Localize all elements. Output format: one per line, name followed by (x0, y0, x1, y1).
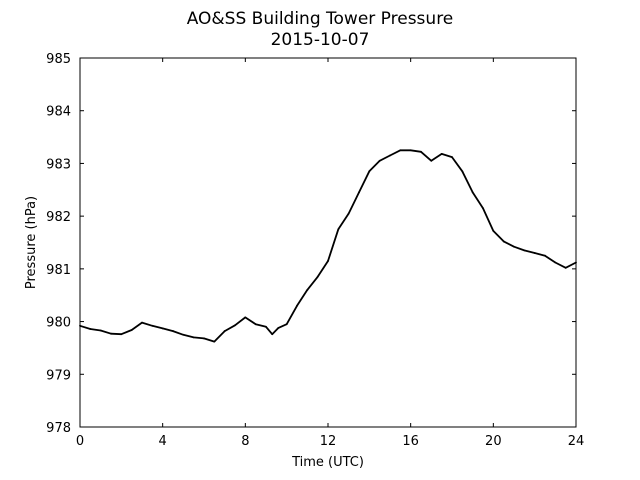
data-point (502, 240, 505, 243)
x-tick-label: 24 (568, 434, 585, 449)
data-point (492, 230, 495, 232)
data-point (368, 170, 371, 173)
pressure-series-line (79, 149, 577, 343)
data-point (451, 156, 453, 159)
data-point (277, 326, 280, 329)
data-point (234, 324, 236, 327)
data-point (347, 212, 350, 215)
data-point (327, 260, 329, 262)
data-point (161, 327, 164, 330)
data-point (471, 191, 474, 194)
data-point (254, 323, 257, 326)
data-point (213, 340, 216, 343)
data-point (358, 191, 360, 194)
y-tick-label: 983 (46, 157, 71, 172)
data-point (409, 149, 412, 152)
y-axis: 978 979 980 981 982 983 984 985 (46, 52, 576, 436)
y-tick-label: 982 (46, 210, 71, 225)
data-point (378, 159, 381, 162)
data-point (296, 304, 298, 307)
data-point (192, 336, 195, 339)
data-point (399, 149, 402, 152)
y-tick-label: 979 (46, 368, 71, 383)
x-axis-label: Time (UTC) (291, 455, 364, 470)
plot-frame (79, 57, 577, 428)
data-point (203, 337, 205, 340)
y-tick-label: 978 (46, 421, 71, 436)
x-tick-label: 20 (485, 434, 502, 449)
data-point (533, 252, 536, 254)
data-point (420, 150, 422, 153)
data-point (172, 330, 174, 332)
series-layer (79, 149, 577, 343)
chart-title: AO&SS Building Tower Pressure (187, 9, 454, 29)
y-axis-label: Pressure (hPa) (24, 196, 39, 289)
data-point (265, 325, 267, 328)
data-point (461, 170, 464, 173)
y-tick-label: 985 (46, 52, 71, 67)
data-point (110, 332, 112, 335)
data-point (130, 329, 133, 331)
x-tick-label: 8 (241, 434, 249, 449)
data-point (89, 328, 92, 330)
data-point (244, 316, 247, 319)
data-point (440, 153, 443, 155)
x-tick-label: 4 (159, 434, 167, 449)
x-tick-label: 0 (76, 434, 84, 449)
data-point (389, 154, 391, 157)
data-point (337, 228, 340, 231)
x-tick-label: 16 (402, 434, 419, 449)
data-point (141, 321, 143, 324)
data-point (554, 261, 557, 264)
data-point (223, 330, 226, 332)
chart-subtitle: 2015-10-07 (271, 30, 370, 50)
data-point (99, 329, 102, 332)
y-tick-label: 980 (46, 316, 71, 331)
data-point (544, 254, 546, 257)
data-point (285, 323, 288, 326)
data-point (316, 275, 319, 278)
data-point (575, 261, 577, 264)
data-point (523, 249, 526, 252)
data-point (151, 324, 154, 327)
y-tick-label: 984 (46, 105, 71, 120)
x-axis: 0 4 8 12 16 20 24 (76, 58, 584, 449)
data-point (513, 245, 515, 248)
plot-area (79, 57, 577, 428)
x-tick-label: 12 (320, 434, 337, 449)
data-point (182, 333, 185, 336)
y-tick-label: 981 (46, 263, 71, 278)
data-point (306, 289, 309, 291)
data-point (564, 266, 567, 269)
data-point (271, 333, 274, 336)
data-point (482, 207, 484, 210)
data-point (120, 333, 123, 336)
data-point (430, 159, 433, 162)
data-point (79, 324, 81, 327)
